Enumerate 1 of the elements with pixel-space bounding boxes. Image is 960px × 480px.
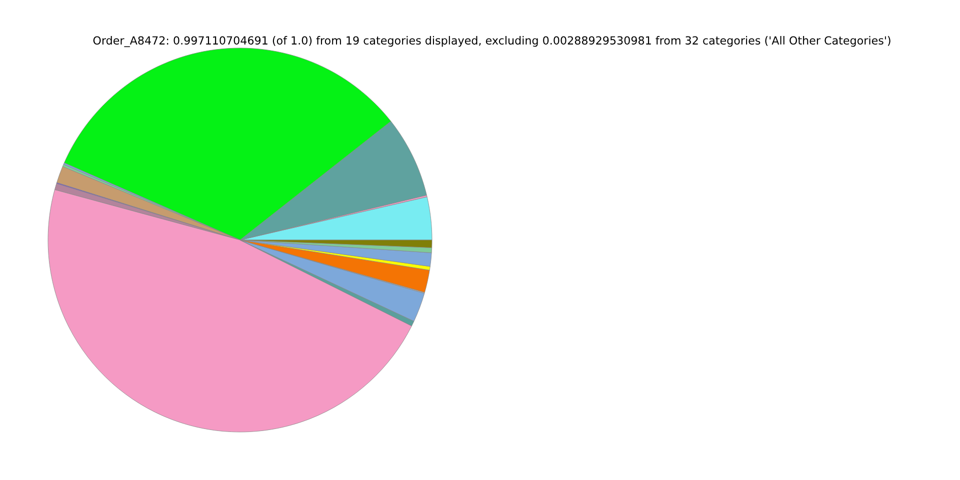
text: Order_A8472: 0.997110704691 (of 1.0) from 19 categories displayed, excluding 0.00288929530981 from 32 categories ('All Other Categories') — [93, 36, 890, 48]
